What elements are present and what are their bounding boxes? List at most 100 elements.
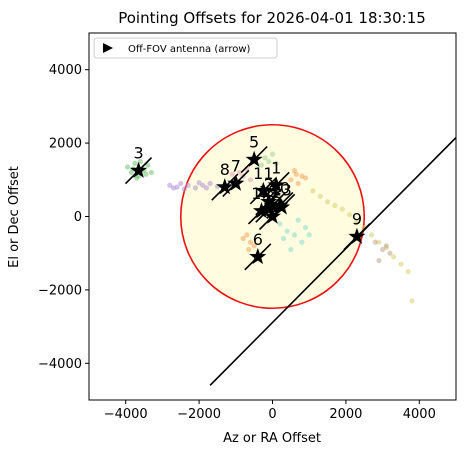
trail-point: [200, 182, 206, 188]
antenna-label: 7: [231, 156, 241, 175]
trail-point: [387, 250, 393, 256]
legend-entry: Off-FOV antenna (arrow): [128, 44, 251, 55]
antenna-star-marker: [254, 181, 272, 199]
trail-point: [247, 177, 254, 183]
y-tick-label: −4000: [38, 357, 82, 372]
antenna-star-marker: [227, 174, 245, 191]
trail-point: [284, 228, 290, 234]
antenna-label: 9: [352, 210, 362, 229]
trail-point: [346, 212, 353, 218]
trail-point: [273, 160, 279, 166]
trail-point: [391, 254, 397, 260]
antenna-label: 13: [271, 180, 291, 199]
trail-point: [324, 199, 331, 205]
trail-point: [192, 185, 199, 191]
trail-point: [302, 224, 309, 231]
trail-point: [310, 188, 316, 194]
trail-point: [354, 219, 360, 225]
antenna-star-marker: [216, 178, 234, 195]
trail-point: [280, 235, 287, 242]
trail-point: [185, 182, 191, 188]
trail-point: [266, 158, 272, 165]
plot-area: [124, 123, 456, 386]
antenna-label: 4: [267, 178, 277, 197]
right-triangle-icon: [103, 43, 113, 53]
trail-point: [269, 151, 276, 157]
x-tick-label: −4000: [104, 407, 148, 422]
trail-point: [376, 257, 382, 264]
trail-point: [405, 268, 411, 275]
trail-point: [181, 186, 188, 192]
trail-point: [302, 175, 309, 181]
y-tick-label: 4000: [49, 63, 82, 78]
trail-point: [277, 221, 283, 227]
legend-box: [93, 37, 278, 59]
trail-point: [317, 193, 323, 199]
trail-point: [339, 206, 345, 212]
x-tick-label: −2000: [177, 407, 221, 422]
x-axis-ticks: −4000 −2000 0 2000 4000: [104, 400, 436, 422]
legend: Off-FOV antenna (arrow): [93, 37, 278, 59]
trail-point: [332, 202, 338, 209]
trail-point: [240, 235, 246, 242]
trail-point: [291, 232, 298, 238]
y-axis-ticks: −4000 −2000 0 2000 4000: [38, 63, 89, 372]
antenna-label: 1: [271, 158, 281, 177]
trail-point: [137, 158, 143, 165]
trail-point: [229, 171, 235, 177]
trail-point: [124, 164, 131, 170]
chart-title: Pointing Offsets for 2026-04-01 18:30:15: [118, 9, 426, 27]
trail-point: [380, 246, 386, 253]
antenna-label: 5: [249, 133, 259, 152]
x-tick-label: 0: [268, 407, 276, 422]
antenna-label: 12: [259, 182, 279, 201]
y-tick-label: 0: [74, 210, 82, 225]
trail-point: [376, 239, 382, 245]
trail-point: [132, 160, 138, 166]
antenna-star-marker: [249, 247, 267, 265]
trail-point: [258, 162, 265, 168]
trail-point: [170, 185, 177, 191]
antenna-label: 11: [253, 164, 273, 183]
x-tick-label: 4000: [403, 407, 436, 422]
trail-point: [295, 180, 301, 187]
trail-point: [246, 246, 252, 253]
antenna-markers: [124, 146, 371, 271]
trail-point: [262, 155, 268, 161]
antenna-label: 8: [220, 160, 230, 179]
antenna-label: 3: [133, 144, 143, 163]
y-tick-label: 2000: [49, 137, 82, 152]
antenna-label: 10: [270, 178, 290, 197]
antenna-star-marker: [267, 176, 285, 193]
trail-point: [178, 180, 184, 187]
trail-point: [368, 232, 375, 238]
antenna-star-marker: [348, 227, 366, 244]
trail-point: [148, 169, 154, 176]
antenna-star-marker: [245, 150, 263, 167]
x-tick-label: 2000: [329, 407, 362, 422]
trail-point: [295, 217, 301, 223]
trail-point: [134, 175, 140, 181]
trail-point: [203, 185, 210, 191]
antenna-label: 15: [262, 190, 282, 209]
trail-point: [288, 177, 294, 183]
antenna-star-marker: [263, 207, 282, 224]
trail-point: [244, 232, 250, 238]
trail-point: [236, 169, 243, 176]
trail-point: [383, 243, 389, 249]
antenna-label: 14: [251, 184, 271, 203]
trail-point: [409, 298, 415, 304]
off-fov-arrow-line: [209, 137, 456, 386]
trail-point: [288, 246, 294, 253]
trail-point: [251, 243, 257, 249]
trail-point: [291, 168, 298, 174]
trail-point: [167, 182, 173, 188]
y-axis-label: El or Dec Offset: [7, 166, 22, 268]
x-axis-label: Az or RA Offset: [223, 431, 321, 446]
trail-point: [207, 180, 213, 187]
antenna-label: 6: [253, 230, 263, 249]
trail-point: [306, 232, 312, 238]
trail-point: [398, 261, 404, 267]
